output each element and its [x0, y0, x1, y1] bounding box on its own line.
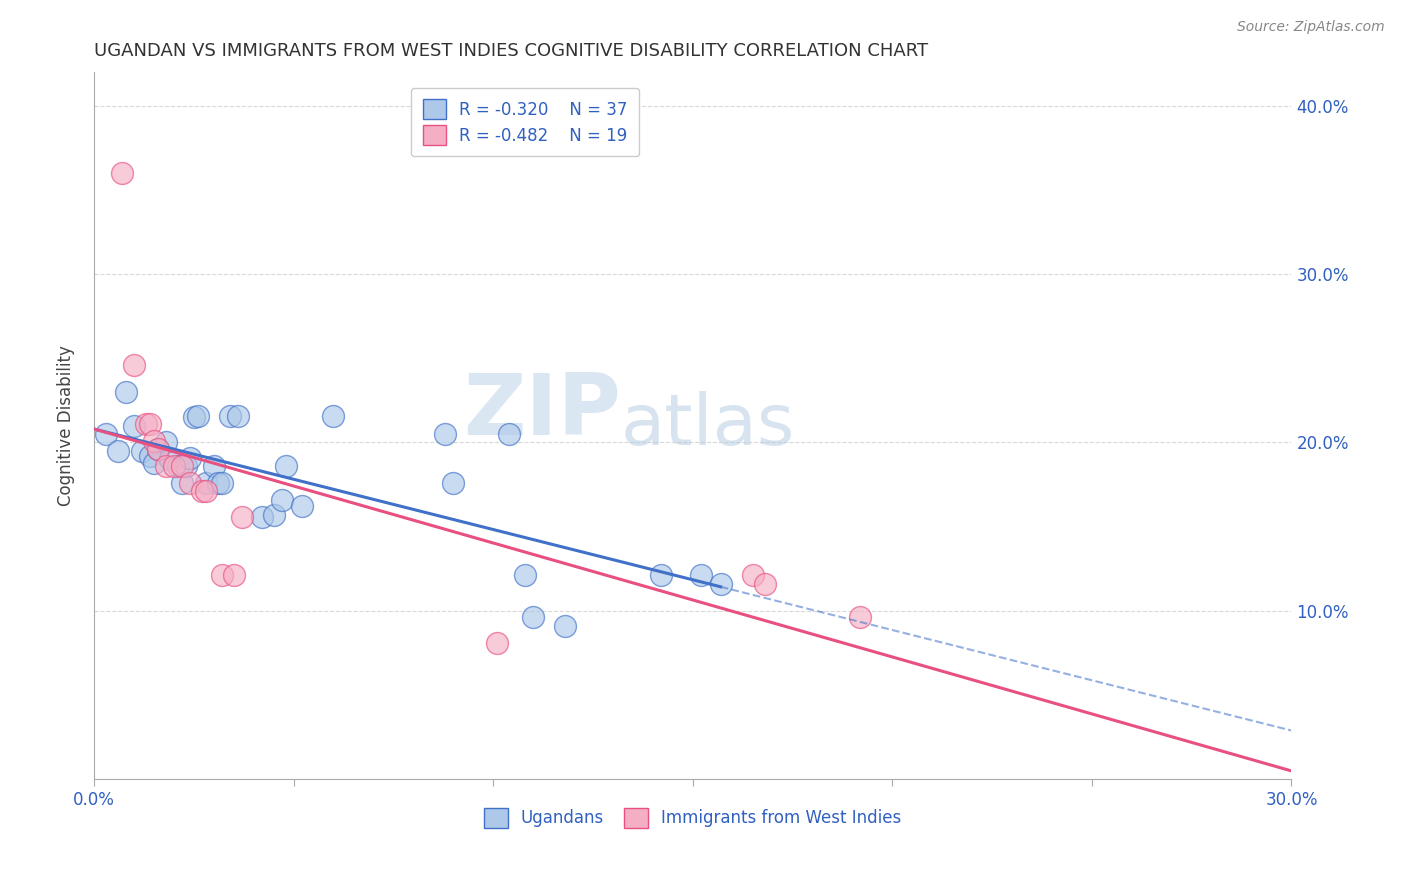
Point: [163, 458, 186, 473]
Point: [187, 409, 209, 423]
Point: [194, 484, 217, 499]
Point: [754, 576, 776, 591]
Point: [166, 458, 188, 473]
Point: [486, 635, 509, 649]
Point: [142, 434, 165, 448]
Point: [274, 458, 297, 473]
Point: [218, 409, 240, 423]
Point: [183, 410, 205, 425]
Point: [122, 418, 145, 433]
Point: [159, 452, 181, 467]
Point: [190, 484, 212, 499]
Point: [142, 456, 165, 470]
Point: [179, 475, 201, 490]
Point: [498, 427, 520, 442]
Text: ZIP: ZIP: [463, 370, 621, 453]
Point: [211, 568, 233, 582]
Point: [174, 458, 197, 473]
Point: [94, 427, 117, 442]
Point: [107, 443, 129, 458]
Point: [231, 509, 253, 524]
Point: [139, 449, 162, 463]
Point: [211, 475, 233, 490]
Point: [202, 458, 225, 473]
Point: [111, 166, 134, 180]
Point: [139, 417, 162, 431]
Point: [270, 492, 292, 507]
Point: [146, 442, 169, 457]
Y-axis label: Cognitive Disability: Cognitive Disability: [58, 345, 75, 506]
Point: [290, 500, 312, 514]
Point: [849, 610, 872, 624]
Point: [741, 568, 763, 582]
Point: [135, 417, 157, 431]
Legend: Ugandans, Immigrants from West Indies: Ugandans, Immigrants from West Indies: [478, 802, 908, 834]
Point: [155, 458, 177, 473]
Point: [222, 568, 245, 582]
Point: [250, 509, 273, 524]
Point: [434, 427, 457, 442]
Point: [170, 458, 193, 473]
Point: [194, 475, 217, 490]
Point: [122, 358, 145, 372]
Point: [226, 409, 249, 423]
Point: [554, 619, 576, 633]
Point: [115, 384, 138, 399]
Point: [650, 568, 672, 582]
Text: Source: ZipAtlas.com: Source: ZipAtlas.com: [1237, 20, 1385, 34]
Text: UGANDAN VS IMMIGRANTS FROM WEST INDIES COGNITIVE DISABILITY CORRELATION CHART: UGANDAN VS IMMIGRANTS FROM WEST INDIES C…: [94, 42, 928, 60]
Point: [522, 610, 544, 624]
Point: [513, 568, 536, 582]
Point: [322, 409, 344, 423]
Point: [155, 435, 177, 450]
Point: [170, 475, 193, 490]
Point: [710, 576, 733, 591]
Point: [263, 508, 285, 522]
Point: [207, 475, 229, 490]
Point: [146, 442, 169, 457]
Text: atlas: atlas: [621, 392, 796, 460]
Point: [131, 443, 153, 458]
Point: [441, 475, 464, 490]
Point: [179, 450, 201, 465]
Point: [689, 568, 711, 582]
